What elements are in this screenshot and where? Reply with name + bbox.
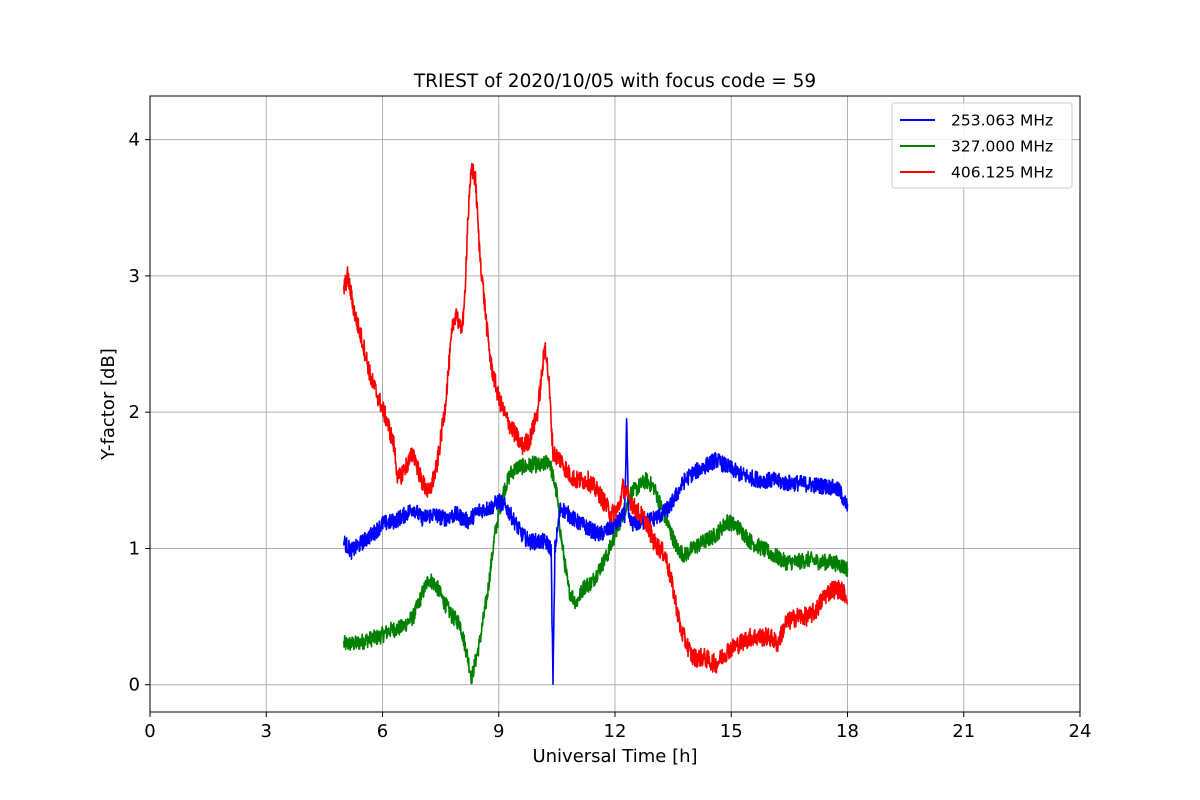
series-line-327-000-mhz	[343, 454, 849, 685]
x-tick-label: 0	[144, 721, 155, 742]
y-tick-label: 2	[129, 402, 140, 423]
series-layer	[343, 162, 849, 685]
x-tick-label: 15	[720, 721, 743, 742]
chart-title: TRIEST of 2020/10/05 with focus code = 5…	[413, 71, 816, 92]
legend-label: 406.125 MHz	[951, 164, 1053, 182]
series-line-406-125-mhz	[343, 162, 849, 674]
series-line-253-063-mhz	[343, 417, 849, 685]
x-tick-label: 21	[952, 721, 975, 742]
y-tick-label: 3	[129, 266, 140, 287]
x-tick-label: 3	[261, 721, 272, 742]
y-tick-label: 4	[129, 130, 140, 151]
legend-label: 253.063 MHz	[951, 112, 1053, 130]
y-tick-label: 1	[129, 538, 140, 559]
x-tick-label: 12	[604, 721, 627, 742]
legend-box	[891, 102, 1073, 189]
x-tick-label: 9	[493, 721, 504, 742]
x-tick-label: 6	[377, 721, 388, 742]
x-tick-label: 18	[836, 721, 859, 742]
legend: 253.063 MHz 327.000 MHz 406.125 MHz	[891, 102, 1073, 189]
y-tick-label: 0	[129, 675, 140, 696]
y-axis-label: Y-factor [dB]	[98, 348, 119, 461]
x-axis-label: Universal Time [h]	[532, 746, 697, 767]
legend-label: 327.000 MHz	[951, 138, 1053, 156]
x-tick-label: 24	[1069, 721, 1092, 742]
